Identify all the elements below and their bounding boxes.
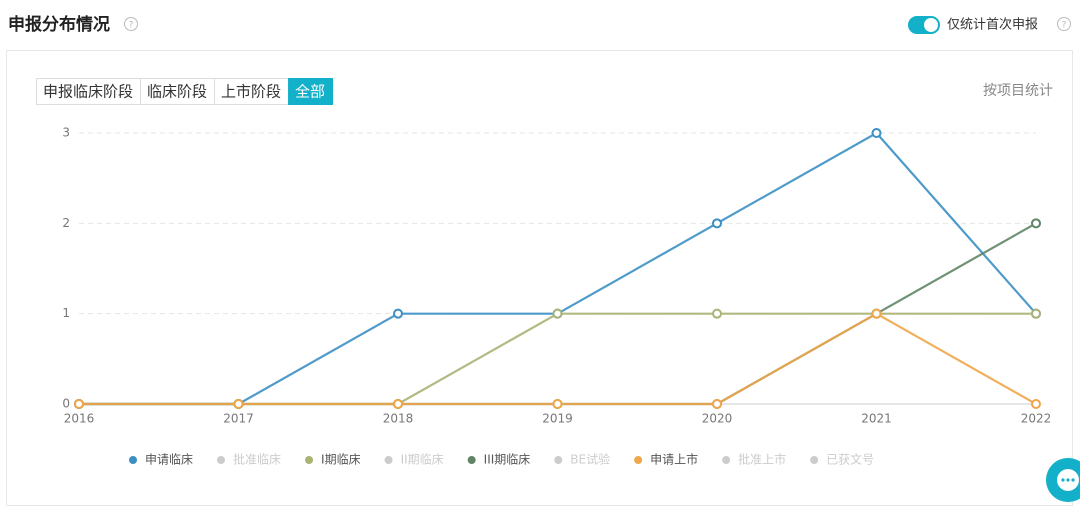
series-line xyxy=(79,312,1036,406)
tab-label: 临床阶段 xyxy=(147,83,207,101)
point xyxy=(1031,218,1041,229)
chat-dot xyxy=(1066,478,1070,482)
legend-label: 批准临床 xyxy=(233,452,281,467)
legend-label: 已获文号 xyxy=(826,452,874,467)
tab[interactable] xyxy=(140,78,216,105)
point xyxy=(74,399,84,409)
help-icon-mark: ? xyxy=(129,21,134,31)
legend-label: I期临床 xyxy=(321,453,361,467)
point xyxy=(871,128,882,138)
point xyxy=(1031,399,1041,409)
legend-swatch[interactable] xyxy=(810,456,819,464)
legend-label: 申请临床 xyxy=(145,453,193,467)
help-icon[interactable] xyxy=(124,17,138,31)
y-tick-label: 1 xyxy=(62,306,70,320)
x-tick-label: 2022 xyxy=(1021,412,1052,426)
panel xyxy=(6,50,1073,506)
chat-dot xyxy=(1061,478,1065,482)
point xyxy=(712,399,722,409)
series-line xyxy=(79,131,1037,406)
x-tick-label: 2021 xyxy=(861,412,892,426)
tab[interactable] xyxy=(288,78,334,105)
tab[interactable] xyxy=(214,78,290,105)
x-tick-label: 2018 xyxy=(383,412,414,426)
x-tick-label: 2019 xyxy=(542,412,573,426)
x-tick-label: 2016 xyxy=(64,412,95,426)
point xyxy=(393,308,403,319)
tab-label: 申报临床阶段 xyxy=(43,83,133,101)
series-line xyxy=(79,312,1037,406)
legend-swatch[interactable] xyxy=(634,456,643,464)
tab-label: 全部 xyxy=(295,83,325,101)
legend-swatch[interactable] xyxy=(554,456,563,464)
chat-dot xyxy=(1071,478,1075,482)
point xyxy=(233,399,244,409)
legend-swatch[interactable] xyxy=(467,456,476,464)
point xyxy=(712,308,722,319)
legend-swatch[interactable] xyxy=(129,456,137,464)
point xyxy=(712,218,722,229)
point xyxy=(871,308,882,319)
x-tick-label: 2020 xyxy=(702,412,733,426)
legend-label: II期临床 xyxy=(401,453,444,467)
x-tick-label: 2017 xyxy=(223,412,254,426)
legend-label: III期临床 xyxy=(484,453,531,467)
y-tick-label: 2 xyxy=(62,216,70,230)
y-tick-label: 0 xyxy=(62,397,70,411)
tab-label: 上市阶段 xyxy=(221,83,281,101)
legend-swatch[interactable] xyxy=(384,456,393,464)
toggle-knob xyxy=(924,18,938,32)
legend-label: 申请上市 xyxy=(650,452,698,467)
legend-swatch[interactable] xyxy=(305,456,314,464)
page-title: 申报分布情况 xyxy=(8,14,110,35)
help-icon-mark: ? xyxy=(1062,21,1067,31)
y-tick-label: 3 xyxy=(62,126,70,140)
point xyxy=(393,399,403,409)
legend-label: 批准上市 xyxy=(738,452,786,467)
legend-swatch[interactable] xyxy=(217,456,226,464)
point xyxy=(552,399,563,409)
point xyxy=(1031,308,1041,319)
legend-swatch[interactable] xyxy=(722,456,731,464)
legend-label: BE试验 xyxy=(570,452,610,467)
toggle-label: 仅统计首次申报 xyxy=(947,17,1038,33)
help-icon[interactable] xyxy=(1057,17,1071,31)
stat-mode[interactable]: 按项目统计 xyxy=(983,83,1053,99)
point xyxy=(552,308,563,319)
